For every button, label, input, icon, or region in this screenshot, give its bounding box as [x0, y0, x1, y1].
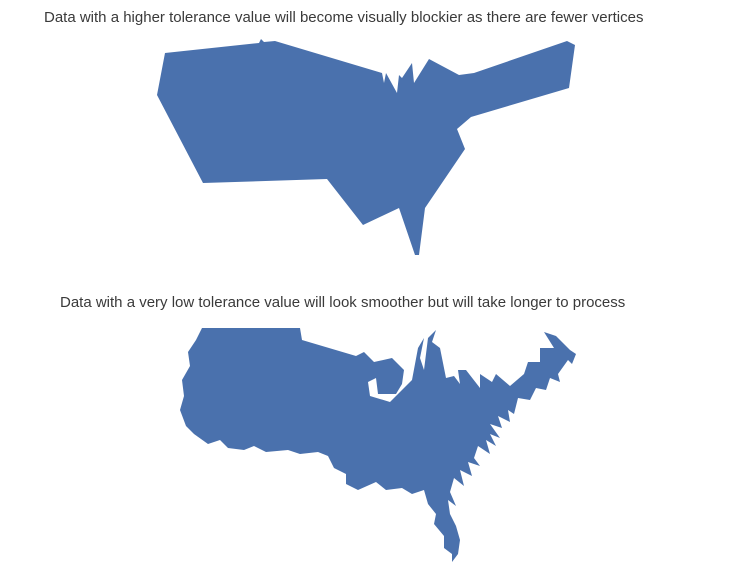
bottom-shape-polygon: [180, 328, 576, 562]
top-shape-container: [157, 33, 577, 263]
top-shape: [157, 33, 577, 263]
bottom-caption: Data with a very low tolerance value wil…: [60, 294, 625, 311]
bottom-shape-container: [180, 318, 580, 568]
bottom-shape: [180, 318, 580, 568]
top-caption: Data with a higher tolerance value will …: [44, 9, 643, 26]
top-shape-polygon: [157, 39, 575, 255]
